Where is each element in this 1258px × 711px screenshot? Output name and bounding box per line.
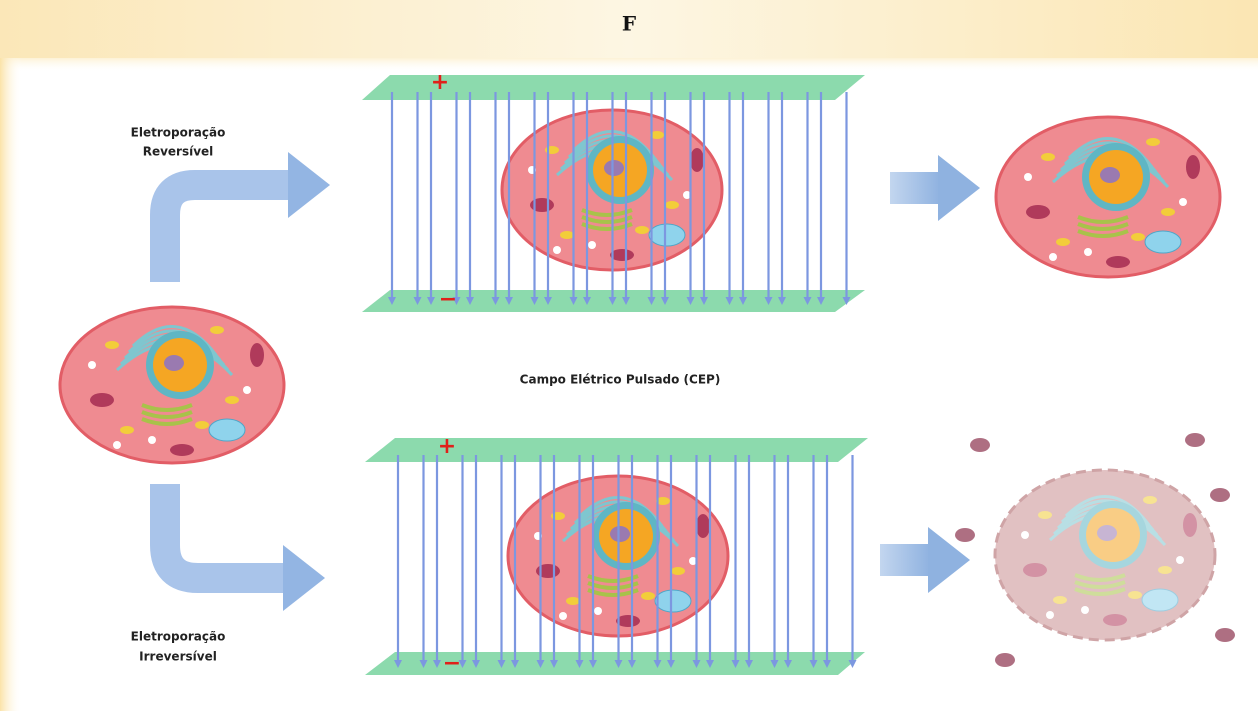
vesicle xyxy=(1038,511,1052,519)
lysosome xyxy=(588,241,596,249)
label: Eletroporação xyxy=(131,630,226,644)
nucleolus xyxy=(1097,525,1117,541)
mitochondrion xyxy=(170,444,194,456)
vesicle xyxy=(1053,596,1067,604)
nucleolus xyxy=(1100,167,1120,183)
lysosome xyxy=(1081,606,1089,614)
vesicle xyxy=(1056,238,1070,246)
lysosome xyxy=(1176,556,1184,564)
left-band xyxy=(0,58,22,711)
lysosome xyxy=(594,607,602,615)
vacuole xyxy=(649,224,685,246)
lysosome xyxy=(113,441,121,449)
vesicle xyxy=(1041,153,1055,161)
lysosome xyxy=(559,612,567,620)
arrow xyxy=(880,544,930,576)
mitochondrion xyxy=(690,148,704,172)
mitochondrion xyxy=(1023,563,1047,577)
lysosome xyxy=(1049,253,1057,261)
vesicle xyxy=(1161,208,1175,216)
debris xyxy=(970,438,990,452)
arrowhead xyxy=(283,545,325,611)
arrow xyxy=(890,172,940,204)
vesicle xyxy=(566,597,580,605)
mitochondrion xyxy=(696,514,710,538)
cell xyxy=(995,470,1215,640)
cell xyxy=(996,117,1220,277)
diagram: F + − + − Eletroporação Reversível Campo… xyxy=(0,0,1258,711)
mitochondrion xyxy=(1183,513,1197,537)
debris xyxy=(995,653,1015,667)
nucleolus xyxy=(604,160,624,176)
lysosome xyxy=(553,246,561,254)
vesicle xyxy=(195,421,209,429)
lysosome xyxy=(1046,611,1054,619)
nucleolus xyxy=(164,355,184,371)
vesicle xyxy=(1131,233,1145,241)
lysosome xyxy=(88,361,96,369)
label: Irreversível xyxy=(139,650,217,664)
cell xyxy=(60,307,284,463)
mitochondrion xyxy=(1026,205,1050,219)
debris xyxy=(955,528,975,542)
arrowhead xyxy=(288,152,330,218)
vacuole xyxy=(209,419,245,441)
vesicle xyxy=(1158,566,1172,574)
vacuole xyxy=(655,590,691,612)
vesicle xyxy=(1143,496,1157,504)
lysosome xyxy=(1084,248,1092,256)
vacuole xyxy=(1142,589,1178,611)
vesicle xyxy=(210,326,224,334)
mitochondrion xyxy=(90,393,114,407)
vesicle xyxy=(1146,138,1160,146)
label: Reversível xyxy=(143,145,214,159)
vesicle xyxy=(560,231,574,239)
debris xyxy=(1215,628,1235,642)
vesicle xyxy=(225,396,239,404)
label: Eletroporação xyxy=(131,126,226,140)
lysosome xyxy=(148,436,156,444)
arrowhead xyxy=(938,155,980,221)
mitochondrion xyxy=(1106,256,1130,268)
vesicle xyxy=(1128,591,1142,599)
vesicle xyxy=(671,567,685,575)
title: F xyxy=(622,12,636,36)
mitochondrion xyxy=(1186,155,1200,179)
debris xyxy=(1185,433,1205,447)
vesicle xyxy=(665,201,679,209)
positive-sign: + xyxy=(431,70,449,95)
nucleolus xyxy=(610,526,630,542)
debris xyxy=(1210,488,1230,502)
lysosome xyxy=(1024,173,1032,181)
header-fade xyxy=(0,58,1258,72)
lysosome xyxy=(1179,198,1187,206)
mitochondrion xyxy=(1103,614,1127,626)
vesicle xyxy=(641,592,655,600)
arrow xyxy=(165,185,290,282)
label: Campo Elétrico Pulsado (CEP) xyxy=(520,373,721,387)
vesicle xyxy=(105,341,119,349)
mitochondrion xyxy=(250,343,264,367)
arrow xyxy=(165,484,285,578)
vesicle xyxy=(635,226,649,234)
vesicle xyxy=(120,426,134,434)
lysosome xyxy=(243,386,251,394)
negative-sign: − xyxy=(443,651,461,676)
lysosome xyxy=(1021,531,1029,539)
positive-sign: + xyxy=(438,434,456,459)
vacuole xyxy=(1145,231,1181,253)
negative-sign: − xyxy=(439,287,457,312)
